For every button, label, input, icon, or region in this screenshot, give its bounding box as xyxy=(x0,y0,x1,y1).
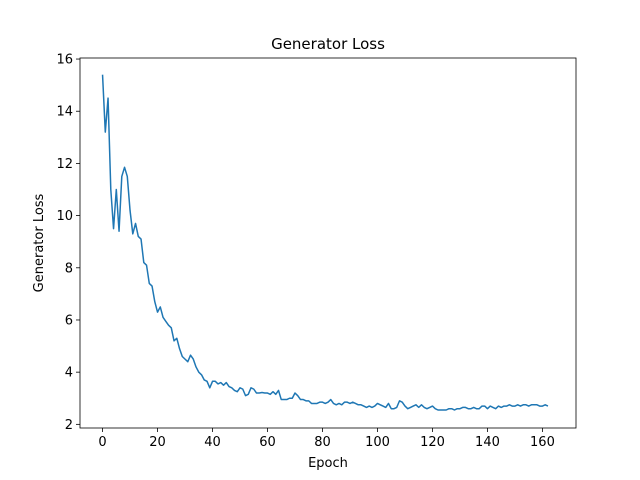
y-tick-label: 12 xyxy=(56,157,73,172)
line xyxy=(101,74,549,411)
x-tick-label: 80 xyxy=(314,435,331,450)
y-tick-label: 8 xyxy=(65,261,73,276)
x-tick-label: 140 xyxy=(475,435,500,450)
y-tick-label: 2 xyxy=(65,418,73,433)
y-tick-label: 14 xyxy=(56,105,73,120)
plot-frame xyxy=(79,57,577,429)
x-tick-label: 100 xyxy=(365,435,390,450)
y-tick-label: 16 xyxy=(56,53,73,68)
x-tick-label: 120 xyxy=(420,435,445,450)
y-axis-label: Generator Loss xyxy=(32,193,47,292)
x-tick-label: 20 xyxy=(149,435,166,450)
x-tick-label: 40 xyxy=(204,435,221,450)
x-axis-label: Epoch xyxy=(308,456,348,471)
x-tick-label: 160 xyxy=(530,435,555,450)
y-tick-label: 4 xyxy=(65,366,73,381)
y-tick-label: 6 xyxy=(65,313,73,328)
x-tick-label: 0 xyxy=(98,435,106,450)
chart-title: Generator Loss xyxy=(271,35,385,53)
x-tick-label: 60 xyxy=(259,435,276,450)
y-tick-label: 10 xyxy=(56,209,73,224)
